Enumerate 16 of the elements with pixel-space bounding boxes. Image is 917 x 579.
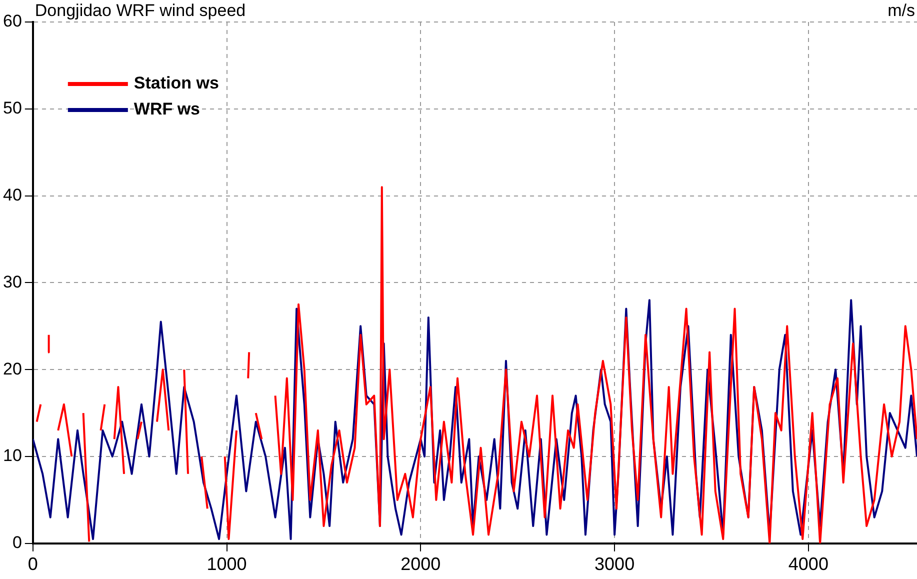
x-tick-label: 0: [28, 554, 38, 574]
y-tick-label: 30: [2, 272, 22, 292]
x-tick-label: 1000: [206, 554, 247, 574]
y-tick-label: 20: [2, 359, 22, 378]
y-tick-label: 40: [2, 185, 22, 204]
y-tick-label: 0: [12, 533, 22, 552]
x-tick-label: 2000: [400, 554, 441, 574]
legend-label: WRF ws: [134, 100, 200, 119]
legend-label: Station ws: [134, 74, 219, 93]
y-tick-label: 50: [2, 98, 22, 118]
y-tick-label: 60: [2, 12, 22, 31]
chart-title: Dongjidao WRF wind speed: [34, 1, 246, 20]
y-tick-label: 10: [2, 446, 22, 466]
x-tick-label: 3000: [594, 554, 635, 574]
y-axis-title: m/s: [888, 1, 915, 20]
x-tick-label: 4000: [788, 554, 828, 574]
